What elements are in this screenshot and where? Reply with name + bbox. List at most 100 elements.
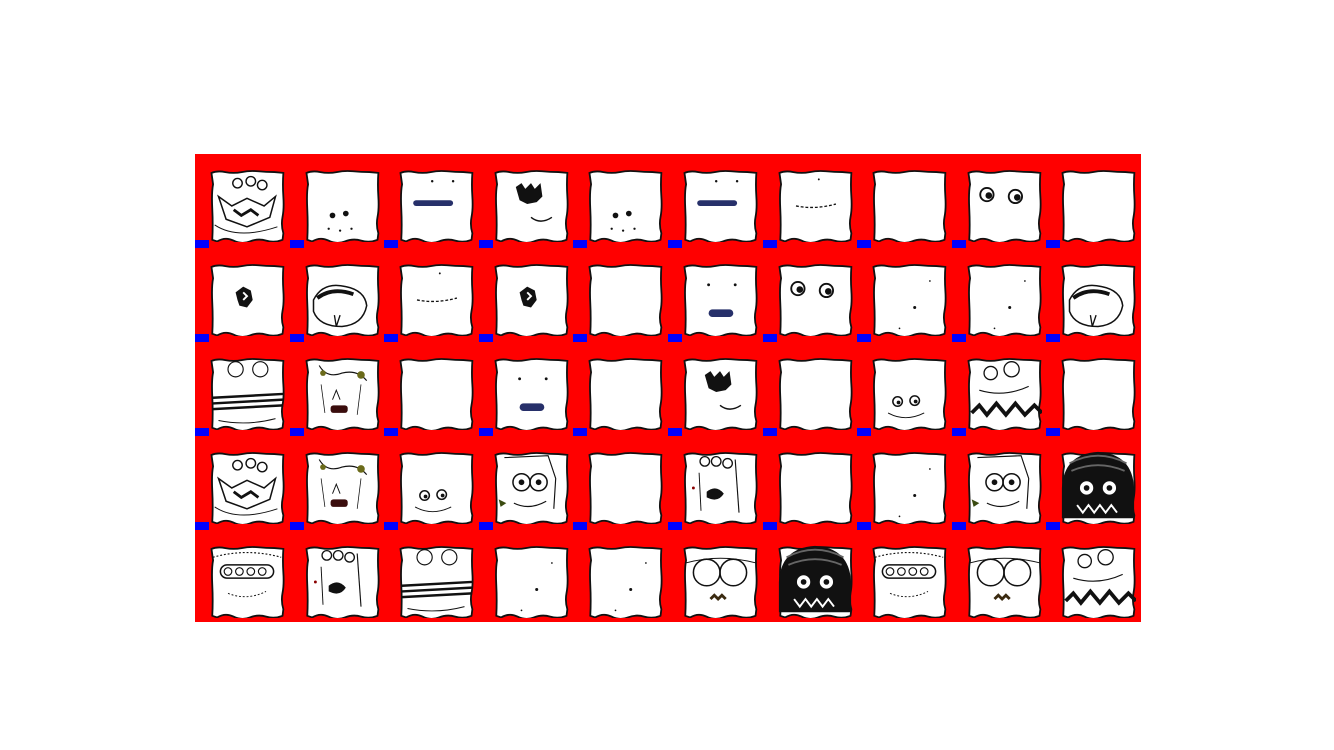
sprite-tile-bar-mouth: [398, 168, 474, 242]
corner-marker: [668, 522, 682, 530]
tile-drawing: [967, 546, 1042, 618]
tile-drawing: [778, 452, 853, 524]
sprite-tile-tongue-mouth: [1060, 262, 1136, 336]
sprite-tile-glasses-face: [966, 544, 1042, 618]
corner-marker: [763, 522, 777, 530]
tile-drawing: [305, 358, 380, 430]
tile-drawing: [967, 358, 1042, 430]
corner-marker: [952, 428, 966, 436]
corner-marker: [952, 522, 966, 530]
tile-drawing: [494, 452, 569, 524]
sprite-tile-hair-face: [1060, 450, 1136, 524]
corner-marker: [290, 428, 304, 436]
tile-drawing: [210, 264, 285, 336]
sprite-tile-teeth-face: [209, 544, 285, 618]
tile-drawing: [399, 358, 474, 430]
tile-drawing: [778, 545, 853, 618]
corner-marker: [952, 240, 966, 248]
corner-marker: [857, 334, 871, 342]
sprite-tile-speck: [871, 262, 947, 336]
tile-drawing: [494, 264, 569, 336]
sprite-sheet: [195, 154, 1141, 622]
sprite-tile-blank: [777, 356, 853, 430]
tile-drawing: [588, 452, 663, 524]
sprite-tile-speck: [871, 450, 947, 524]
corner-marker: [668, 240, 682, 248]
corner-marker: [1046, 240, 1060, 248]
corner-marker: [763, 240, 777, 248]
corner-marker: [573, 522, 587, 530]
sprite-tile-blank: [587, 356, 663, 430]
tile-drawing: [683, 170, 758, 242]
corner-marker: [195, 334, 209, 342]
corner-marker: [763, 334, 777, 342]
tile-drawing: [305, 264, 380, 336]
sprite-tile-bat-mouth: [682, 356, 758, 430]
tile-drawing: [967, 452, 1042, 524]
corner-marker: [479, 428, 493, 436]
tile-drawing: [1061, 546, 1136, 618]
tile-drawing: [588, 358, 663, 430]
corner-marker: [573, 334, 587, 342]
tile-drawing: [494, 170, 569, 242]
sprite-tile-dash-mouth: [777, 168, 853, 242]
sprite-tile-goggle-face: [966, 450, 1042, 524]
tile-drawing: [305, 170, 380, 242]
corner-marker: [479, 334, 493, 342]
tile-drawing: [210, 452, 285, 524]
sprite-tile-blank: [398, 356, 474, 430]
sprite-tile-ogre-face: [304, 544, 380, 618]
corner-marker: [290, 240, 304, 248]
corner-marker: [384, 334, 398, 342]
tile-drawing: [872, 358, 947, 430]
sprite-tile-ghost-mouth: [209, 262, 285, 336]
sprite-tile-eyes-pair: [777, 262, 853, 336]
sprite-tile-speck: [966, 262, 1042, 336]
sprite-tile-glasses-face: [682, 544, 758, 618]
sprite-tile-ogre-face: [682, 450, 758, 524]
tile-drawing: [399, 546, 474, 618]
tile-drawing: [683, 452, 758, 524]
corner-marker: [479, 522, 493, 530]
tile-drawing: [1061, 451, 1136, 524]
tile-drawing: [683, 546, 758, 618]
tile-drawing: [1061, 264, 1136, 336]
tile-drawing: [210, 546, 285, 618]
corner-marker: [195, 240, 209, 248]
sprite-tile-dots-face: [304, 168, 380, 242]
tile-drawing: [588, 264, 663, 336]
tile-drawing: [683, 358, 758, 430]
sprite-tile-zigzag-face: [1060, 544, 1136, 618]
sprite-tile-dots-face: [587, 168, 663, 242]
sprite-tile-eyes-pair: [966, 168, 1042, 242]
corner-marker: [952, 334, 966, 342]
sprite-tile-cluster-face: [209, 450, 285, 524]
corner-marker: [668, 428, 682, 436]
sprite-tile-eyes-bar: [493, 356, 569, 430]
sprite-tile-speck: [493, 544, 569, 618]
corner-marker: [1046, 334, 1060, 342]
corner-marker: [857, 522, 871, 530]
sprite-tile-blank: [1060, 356, 1136, 430]
corner-marker: [479, 240, 493, 248]
sprite-tile-dash-mouth: [398, 262, 474, 336]
sprite-tile-zigzag-face: [966, 356, 1042, 430]
sprite-tile-goggle-face: [493, 450, 569, 524]
sprite-tile-blank: [587, 262, 663, 336]
tile-drawing: [778, 170, 853, 242]
tile-drawing: [872, 452, 947, 524]
tile-drawing: [588, 546, 663, 618]
corner-marker: [573, 240, 587, 248]
tile-drawing: [305, 452, 380, 524]
sprite-tile-eyes-bar: [682, 262, 758, 336]
corner-marker: [290, 334, 304, 342]
sprite-tile-plank-face: [398, 544, 474, 618]
corner-marker: [857, 240, 871, 248]
tile-drawing: [872, 170, 947, 242]
sprite-tile-blank: [587, 450, 663, 524]
tile-drawing: [399, 264, 474, 336]
corner-marker: [195, 428, 209, 436]
tile-drawing: [872, 264, 947, 336]
sprite-tile-ghost-mouth: [493, 262, 569, 336]
tile-drawing: [399, 170, 474, 242]
